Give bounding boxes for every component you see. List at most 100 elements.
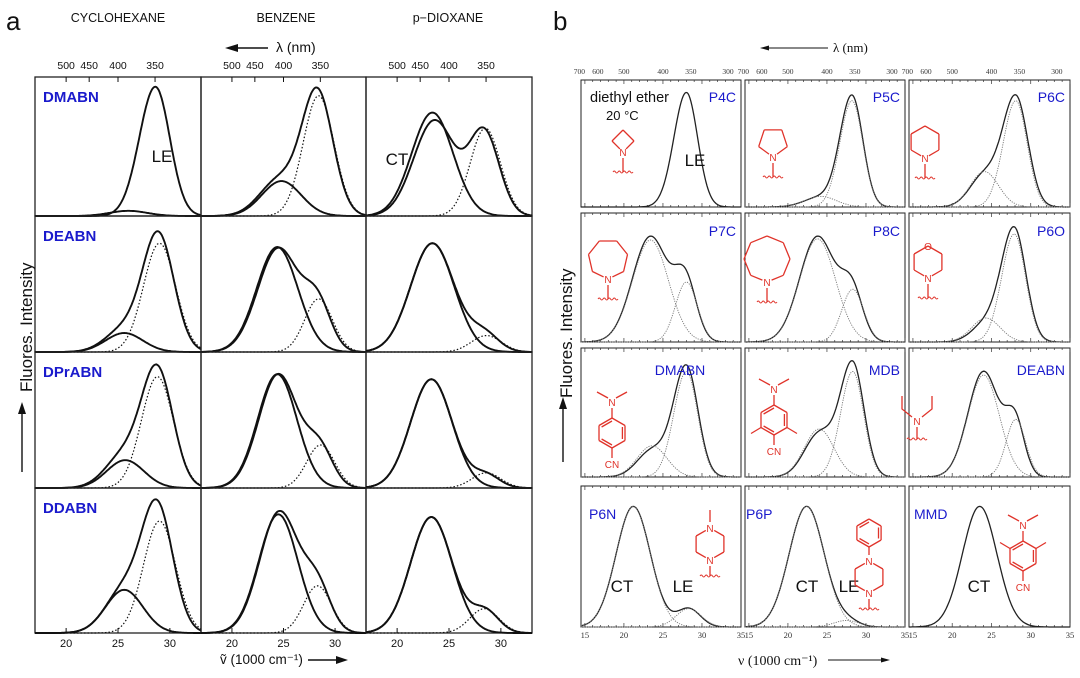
series-ct — [365, 242, 532, 353]
top-tick-label: 500 — [388, 60, 406, 72]
subplot-b-p6c — [908, 79, 1071, 208]
bottom-tick-label: 25 — [987, 630, 996, 640]
top-tick-label: 600 — [592, 67, 604, 76]
bottom-tick-label: 35 — [737, 630, 746, 640]
annotation-le: LE — [152, 147, 173, 166]
wavelength-arrow-b: λ (nm) — [760, 40, 868, 55]
wavy-attachment-icon — [756, 300, 778, 304]
solvent-note: diethyl ether — [590, 90, 669, 106]
top-tick-label: 400 — [440, 60, 458, 72]
series-ct — [745, 195, 905, 208]
series-le — [366, 608, 532, 634]
series-le — [35, 520, 202, 634]
series-total — [745, 505, 905, 628]
subplot-b-deabn — [908, 347, 1071, 478]
top-tick-label: 600 — [756, 67, 768, 76]
compound-label-b: P6C — [1038, 89, 1065, 105]
bottom-tick-label: 20 — [391, 638, 403, 650]
panel-b-label: b — [553, 6, 567, 36]
annotation-ct: CT — [611, 577, 634, 596]
top-tick-label: 350 — [477, 60, 495, 72]
series-le — [201, 298, 366, 353]
ylabel-a-group: Fluores. Intensity — [17, 262, 36, 472]
bottom-tick-label: 15 — [909, 630, 918, 640]
wavy-attachment-icon — [914, 176, 936, 180]
series-total — [200, 372, 366, 489]
bottom-axis-title-a: ṽ (1000 cm⁻¹) — [220, 652, 348, 667]
bottom-tick-label: 30 — [698, 630, 707, 640]
subplot-b-mmd — [908, 485, 1071, 628]
annotation-ct: CT — [796, 577, 819, 596]
subplot-a-deabn-p-dioxane — [365, 215, 533, 353]
nitrogen-atom: N — [1019, 521, 1026, 532]
benzene-ring — [1009, 540, 1037, 572]
series-le — [366, 472, 532, 489]
structure-piperidine: N — [910, 125, 940, 180]
top-tick-label: 400 — [986, 67, 998, 76]
bottom-tick-label: 20 — [620, 630, 629, 640]
series-ct — [201, 373, 366, 489]
subplot-frame — [744, 347, 906, 478]
series-total — [581, 235, 741, 343]
bottom-tick-label: 20 — [948, 630, 957, 640]
solvent-label-benzene: BENZENE — [256, 11, 315, 25]
nitrogen-atom: N — [769, 153, 776, 164]
subplot-frame — [744, 485, 906, 628]
top-tick-label: 300 — [886, 67, 898, 76]
compound-label-b: P7C — [709, 223, 736, 239]
structure-diethylamino: N — [901, 396, 933, 441]
series-le — [201, 95, 367, 217]
subplot-a-dmabn-benzene — [200, 76, 367, 217]
subplot-frame — [365, 76, 533, 217]
series-total — [201, 246, 366, 353]
subplot-frame — [580, 485, 742, 628]
subplot-frame — [908, 212, 1071, 343]
series-total — [200, 509, 366, 634]
bottom-tick-label: 30 — [862, 630, 871, 640]
ring-bonds — [743, 235, 791, 281]
series-le — [581, 281, 741, 343]
nitrogen-atom: N — [619, 148, 626, 159]
arrow-up-icon — [559, 397, 567, 409]
bottom-tick-label: 30 — [1026, 630, 1035, 640]
arrow-right-icon — [881, 657, 890, 663]
subplot-b-p5c — [744, 79, 906, 208]
series-total — [909, 370, 1070, 478]
top-tick-label: 700 — [574, 67, 586, 76]
annotation-ct: CT — [968, 577, 991, 596]
nitrogen-atom: N — [865, 557, 872, 568]
series-le — [909, 418, 1070, 478]
top-tick-label: 400 — [657, 67, 669, 76]
top-tick-label: 350 — [1014, 67, 1026, 76]
bottom-tick-label: 35 — [901, 630, 910, 640]
top-tick-label: 300 — [1051, 67, 1063, 76]
compound-label-a: DMABN — [43, 89, 99, 106]
ring-bonds — [611, 129, 635, 150]
cyano-group: CN — [767, 447, 781, 458]
wavy-attachment-icon — [762, 175, 784, 179]
series-total — [745, 360, 905, 478]
series-le — [201, 444, 367, 489]
wavy-attachment-icon — [612, 170, 634, 174]
ring-bonds — [913, 245, 943, 277]
top-tick-label: 400 — [821, 67, 833, 76]
subplot-frame — [744, 212, 906, 343]
top-tick-label: 450 — [80, 60, 98, 72]
series-total — [745, 94, 905, 208]
bottom-tick-label: 20 — [60, 638, 72, 650]
top-tick-label: 500 — [947, 67, 959, 76]
top-tick-label: 500 — [618, 67, 630, 76]
series-le — [201, 585, 366, 634]
subplot-b-p7c — [580, 212, 742, 343]
series-le — [909, 233, 1070, 343]
top-tick-label: 700 — [902, 67, 914, 76]
nitrogen-atom: N — [706, 524, 713, 535]
series-total — [35, 363, 202, 489]
subplot-frame — [200, 487, 367, 634]
subplot-a-ddabn-benzene — [200, 487, 367, 634]
subplot-frame — [908, 347, 1071, 478]
bottom-tick-label: 15 — [581, 630, 590, 640]
subplot-a-ddabn-p-dioxane — [365, 487, 533, 634]
structure-pyrrolidine: N — [758, 129, 788, 179]
series-total — [909, 94, 1070, 208]
